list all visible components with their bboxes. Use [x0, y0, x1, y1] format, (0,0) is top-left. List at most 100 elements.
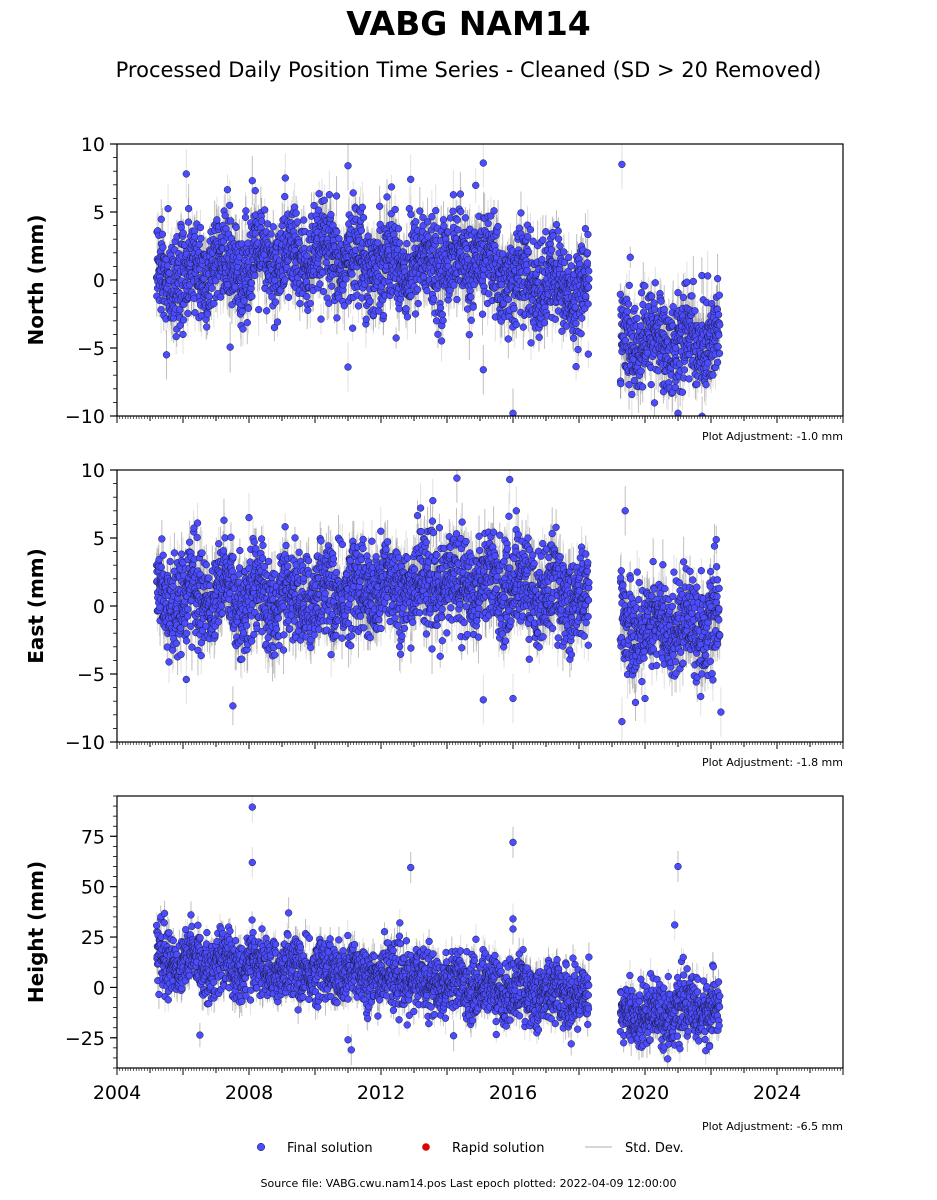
data-point: [395, 239, 404, 247]
data-point: [428, 213, 436, 221]
data-point: [319, 287, 328, 296]
data-point: [379, 311, 388, 320]
data-point: [535, 333, 543, 341]
data-point: [414, 299, 422, 308]
data-point: [472, 181, 480, 190]
data-point: [450, 281, 458, 289]
data-point: [542, 228, 550, 236]
data-point: [512, 320, 520, 329]
data-point: [232, 223, 240, 232]
data-point: [176, 321, 184, 330]
data-point: [538, 255, 546, 264]
data-point: [497, 281, 506, 289]
data-point: [208, 284, 216, 292]
data-point: [292, 209, 300, 217]
data-point: [322, 258, 330, 267]
data-point: [255, 305, 263, 314]
data-point: [567, 262, 576, 270]
data-point: [572, 319, 580, 328]
data-point: [526, 225, 535, 234]
data-point: [227, 217, 235, 225]
data-point: [359, 213, 368, 222]
data-point: [333, 314, 341, 322]
data-point: [394, 225, 403, 233]
data-point: [527, 339, 535, 347]
data-point: [439, 316, 447, 325]
data-point: [223, 186, 232, 194]
data-point: [437, 337, 446, 345]
data-point: [210, 300, 218, 308]
data-point: [290, 203, 299, 211]
data-point: [251, 271, 259, 280]
data-point: [554, 235, 563, 243]
data-point: [263, 220, 272, 228]
data-point: [340, 302, 348, 310]
data-point: [248, 292, 256, 301]
data-point: [242, 207, 250, 215]
data-point: [554, 227, 562, 235]
chart-subtitle: Processed Daily Position Time Series - C…: [115, 58, 822, 82]
data-point: [270, 323, 279, 332]
data-point: [354, 302, 363, 310]
data-point: [453, 216, 461, 224]
data-point: [439, 216, 448, 224]
data-point: [158, 230, 167, 238]
data-point: [584, 300, 592, 308]
data-point: [383, 193, 391, 201]
data-point: [574, 345, 582, 354]
data-point: [231, 283, 239, 291]
data-point: [504, 295, 513, 304]
data-point: [438, 310, 446, 319]
data-point: [348, 270, 356, 278]
data-point: [432, 317, 441, 325]
data-point: [159, 243, 167, 251]
data-point: [485, 290, 493, 298]
data-point: [213, 216, 221, 224]
data-point: [362, 315, 370, 323]
data-point: [191, 309, 199, 317]
data-point: [165, 269, 173, 277]
data-point: [449, 191, 458, 199]
data-point: [551, 315, 559, 323]
data-point: [268, 293, 276, 301]
data-point: [273, 318, 282, 326]
data-point: [523, 266, 531, 275]
data-point: [440, 222, 448, 230]
data-point: [203, 310, 212, 318]
data-point: [391, 205, 399, 214]
data-point: [325, 191, 334, 199]
data-point: [244, 304, 253, 312]
chart-title: VABG NAM14: [346, 4, 591, 43]
data-point: [191, 233, 199, 241]
data-point: [560, 248, 568, 256]
data-point: [585, 275, 593, 283]
data-point: [240, 297, 248, 305]
data-point: [411, 310, 420, 318]
data-point: [247, 279, 256, 287]
data-point: [327, 210, 335, 219]
data-point: [582, 292, 590, 300]
data-point: [269, 223, 277, 231]
data-point: [539, 236, 547, 244]
data-point: [317, 315, 325, 323]
data-point: [203, 323, 211, 331]
data-point: [184, 218, 193, 226]
data-point: [304, 306, 312, 314]
data-point: [434, 330, 442, 338]
data-point: [617, 380, 625, 388]
data-point: [552, 221, 561, 229]
data-point: [310, 201, 318, 210]
data-point: [584, 283, 593, 291]
data-point: [281, 192, 289, 201]
data-point: [519, 323, 527, 331]
data-point: [387, 183, 396, 191]
data-point: [172, 332, 180, 341]
data-point: [558, 327, 566, 335]
data-point: [524, 247, 532, 256]
data-point: [179, 229, 187, 237]
data-point: [419, 213, 427, 222]
data-point: [226, 343, 234, 351]
data-point: [407, 210, 415, 219]
data-point: [179, 330, 187, 339]
data-point: [453, 295, 461, 304]
